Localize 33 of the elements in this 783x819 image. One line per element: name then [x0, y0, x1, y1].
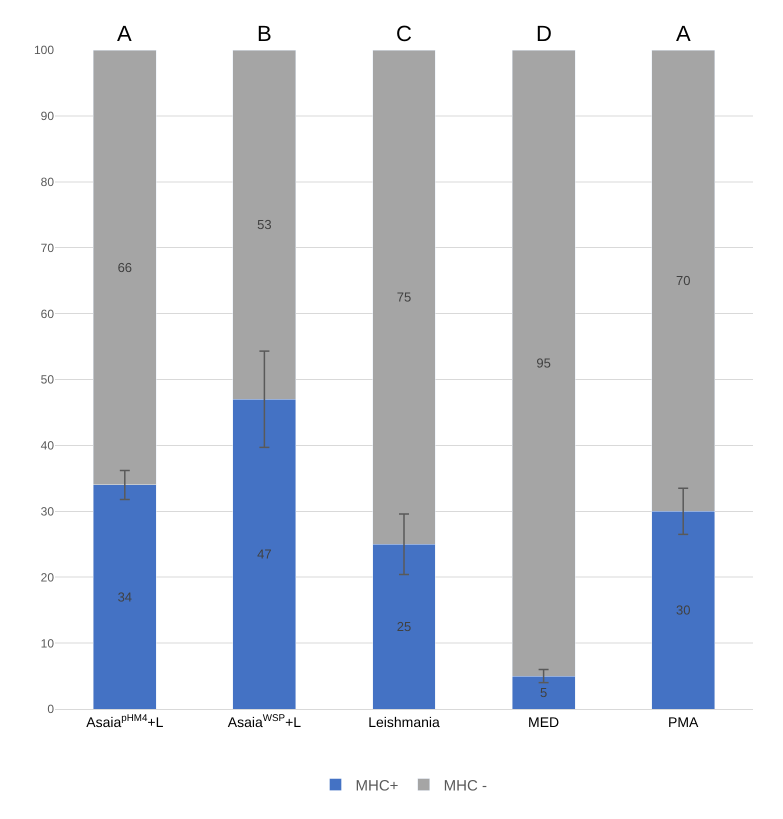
y-tick-label: 30	[40, 504, 54, 518]
y-tick-label: 0	[47, 702, 54, 716]
data-label: 34	[118, 589, 132, 604]
legend-label: MHC+	[356, 777, 399, 794]
y-tick-label: 60	[40, 306, 54, 321]
text: A	[117, 21, 132, 46]
y-tick-label: 90	[40, 109, 54, 124]
data-label: 95	[536, 356, 551, 371]
data-label: 75	[396, 290, 412, 305]
y-tick-label: 10	[40, 636, 54, 650]
data-label: 5	[540, 685, 548, 700]
data-label: 66	[118, 260, 132, 275]
text: A	[676, 21, 691, 46]
x-tick-label: Asaia$^{pHM4}$+L	[86, 712, 164, 730]
text: D	[536, 21, 552, 46]
data-label: 30	[676, 602, 690, 618]
y-tick-label: 80	[40, 175, 54, 189]
data-label: 47	[257, 546, 272, 562]
y-tick-label: 40	[40, 438, 54, 453]
y-tick-label: 20	[40, 570, 54, 584]
data-label: 25	[396, 619, 412, 634]
x-tick-label: MED	[528, 714, 560, 730]
data-label: 53	[257, 217, 272, 232]
x-tick-label: PMA	[668, 714, 700, 730]
x-tick-label: Asaia$^{WSP}$+L	[228, 712, 302, 730]
data-label: 70	[676, 273, 690, 288]
y-tick-label: 50	[40, 372, 54, 387]
y-tick-label: 100	[34, 43, 54, 58]
x-tick-label: Leishmania	[368, 714, 440, 730]
legend-label: MHC -	[444, 777, 487, 794]
text: B	[257, 21, 272, 46]
text: C	[396, 21, 412, 46]
y-tick-label: 70	[40, 240, 54, 255]
